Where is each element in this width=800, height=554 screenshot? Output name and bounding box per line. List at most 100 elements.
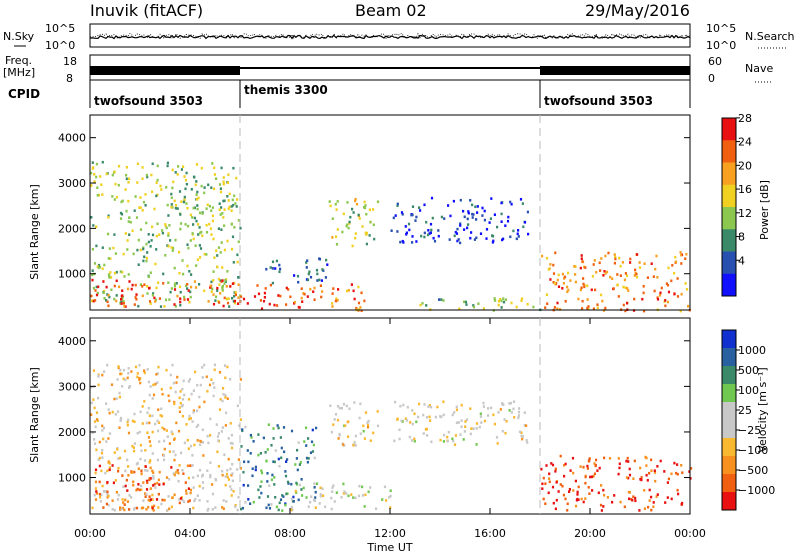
echo-pixel [548,472,551,476]
echo-pixel [219,251,222,254]
echo-pixel [523,424,526,427]
echo-pixel [139,228,143,231]
echo-pixel [163,458,166,462]
echo-pixel [574,504,578,508]
echo-pixel [173,473,176,477]
echo-pixel [143,459,147,462]
echo-pixel [579,266,582,270]
echo-pixel [116,410,120,413]
echo-pixel [215,423,218,426]
echo-pixel [162,282,165,285]
echo-pixel [168,224,171,227]
echo-pixel [624,286,627,289]
echo-pixel [273,460,276,464]
echo-pixel [541,254,544,258]
echo-pixel [97,396,100,400]
echo-pixel [477,302,480,305]
echo-pixel [491,234,494,237]
echo-pixel [185,489,188,492]
echo-pixel [203,191,206,195]
echo-pixel [566,509,569,512]
echo-pixel [148,393,151,397]
echo-pixel [124,232,127,235]
echo-pixel [457,421,460,424]
echo-pixel [362,429,365,433]
echo-pixel [474,205,477,209]
echo-pixel [257,292,261,296]
colorbar-tick-label: 1000 [738,344,766,357]
echo-pixel [93,262,97,265]
colorbar-segment [722,207,736,230]
echo-pixel [152,509,155,512]
echo-pixel [121,294,124,297]
echo-pixel [147,233,150,236]
echo-pixel [113,397,116,401]
echo-pixel [305,266,308,269]
echo-pixel [286,480,290,484]
echo-pixel [137,483,140,486]
echo-pixel [274,267,277,270]
echo-pixel [199,443,202,447]
echo-pixel [547,268,550,271]
echo-pixel [213,256,216,259]
echo-pixel [540,467,543,471]
echo-pixel [508,409,511,412]
echo-pixel [495,436,499,439]
echo-pixel [126,239,129,242]
echo-pixel [656,298,660,301]
echo-pixel [166,203,169,207]
echo-pixel [298,463,301,466]
y-tick-label: 4000 [58,132,86,145]
echo-pixel [650,495,653,499]
echo-pixel [381,498,384,501]
echo-pixel [611,500,614,504]
echo-pixel [143,371,146,375]
echo-pixel [247,484,250,487]
echo-pixel [584,481,587,485]
echo-pixel [352,211,355,214]
echo-pixel [292,500,295,503]
echo-pixel [203,363,206,367]
echo-pixel [459,198,462,202]
echo-pixel [237,458,240,461]
echo-pixel [464,420,467,423]
echo-pixel [108,466,111,469]
echo-pixel [500,201,503,205]
echo-pixel [161,231,164,235]
echo-pixel [260,471,264,475]
echo-pixel [107,304,110,308]
echo-pixel [151,498,154,501]
echo-pixel [222,499,225,502]
echo-pixel [342,443,345,446]
echo-pixel [157,421,161,424]
echo-pixel [614,255,617,259]
echo-pixel [243,460,246,464]
echo-pixel [198,283,201,286]
echo-pixel [114,479,117,482]
echo-pixel [172,381,175,385]
echo-pixel [365,233,368,236]
echo-pixel [482,401,485,405]
echo-pixel [360,309,363,312]
echo-pixel [364,411,368,414]
echo-pixel [465,303,468,306]
echo-pixel [218,283,221,286]
echo-pixel [369,439,372,442]
station-title: Inuvik (fitACF) [90,1,203,20]
echo-pixel [442,413,445,417]
echo-pixel [148,421,151,425]
echo-pixel [192,175,196,179]
echo-pixel [217,465,220,468]
echo-pixel [688,470,691,473]
echo-pixel [180,168,183,171]
echo-pixel [366,421,369,424]
echo-pixel [376,410,379,413]
echo-pixel [159,414,162,417]
echo-pixel [223,224,226,227]
echo-pixel [586,284,589,288]
echo-pixel [331,305,334,308]
echo-pixel [216,450,219,454]
echo-pixel [183,295,186,299]
echo-pixel [357,285,360,289]
echo-pixel [108,462,111,465]
